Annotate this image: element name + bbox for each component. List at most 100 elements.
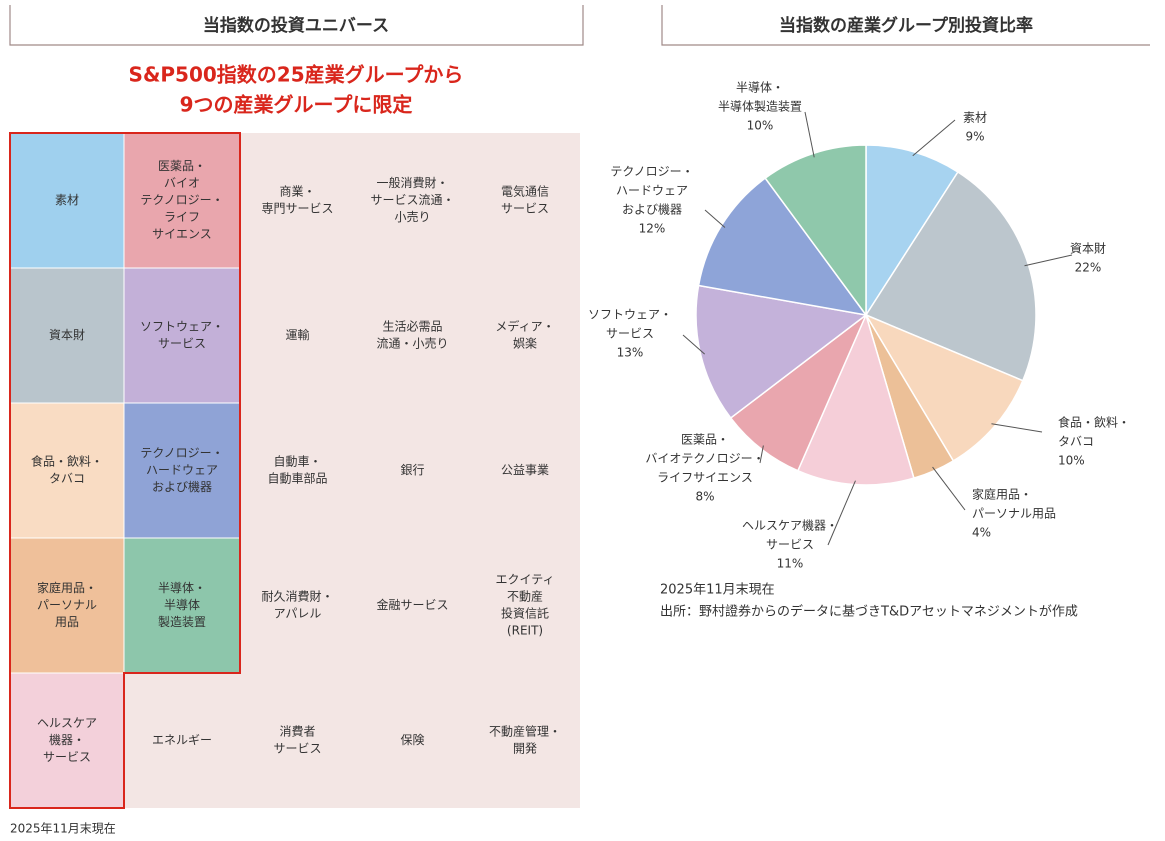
cell-text: 公益事業: [501, 463, 549, 477]
cell-text: 流通・小売り: [376, 336, 448, 351]
pie-slice: [865, 144, 959, 318]
cell-text: バイオ: [164, 176, 200, 190]
cell-text: 商業・: [279, 184, 315, 199]
pie-slice: [864, 313, 1024, 462]
slice-label: パーソナル用品: [972, 507, 1056, 521]
slice-value: 22%: [1075, 261, 1102, 275]
leader-line: [1024, 254, 1073, 267]
slice-label: 半導体製造装置: [718, 100, 802, 114]
cell: [9, 672, 125, 809]
note: 出所：野村證券からのデータに基づきT&Dアセットマネジメントが作成: [660, 604, 1078, 620]
cell-text: 耐久消費財・: [261, 589, 333, 604]
cell-text: エクイティ: [495, 573, 554, 587]
slice-label: ヘルスケア機器・: [742, 518, 838, 533]
leader-line: [682, 334, 706, 355]
slice-label: ライフサイエンス: [657, 471, 753, 485]
cell: [123, 267, 241, 404]
cell-text: サービス流通・: [370, 193, 454, 207]
cell-text: 資本財: [49, 327, 85, 342]
cell: [123, 402, 241, 539]
cell-text: (REIT): [507, 624, 543, 638]
pie-slice: [695, 284, 868, 420]
leader-line: [932, 466, 966, 511]
cell-text: 専門サービス: [261, 202, 333, 216]
slice-value: 12%: [639, 222, 666, 236]
cell-text: テクノロジー・: [140, 193, 223, 207]
slice-label: 家庭用品・: [972, 487, 1032, 502]
cell-text: 機器・: [49, 732, 85, 747]
leader-line: [827, 480, 856, 546]
cell-text: 娯楽: [513, 337, 537, 351]
leader-line: [804, 111, 815, 158]
cell-text: メディア・: [495, 319, 554, 334]
cell-text: 小売り: [394, 209, 430, 224]
cell-text: 保険: [400, 733, 424, 747]
cell-text: 医薬品・: [158, 159, 206, 173]
cell-text: 食品・飲料・: [31, 454, 103, 469]
cell-text: 開発: [513, 742, 537, 756]
cell: [9, 402, 125, 539]
cell-text: 製造装置: [158, 615, 206, 629]
cell-text: サービス: [273, 742, 321, 756]
pie-slice: [796, 312, 915, 486]
cell-text: 不動産管理・: [489, 724, 561, 739]
cell-text: タバコ: [49, 472, 85, 486]
slice-label: 医薬品・: [681, 433, 729, 447]
slice-label: および機器: [622, 202, 682, 217]
cell-text: 半導体・: [158, 581, 206, 595]
cell-text: 一般消費財・: [376, 175, 448, 190]
cell-text: ソフトウェア・: [140, 320, 224, 334]
note: 2025年11月末現在: [660, 583, 775, 598]
cell-text: 家庭用品・: [37, 580, 97, 595]
cell-text: サービス: [501, 202, 549, 216]
cell: [9, 132, 125, 269]
slice-label: 半導体・: [736, 81, 784, 95]
slice-label: サービス: [606, 327, 654, 341]
header-frame: [9, 5, 584, 46]
cell-text: 半導体: [164, 598, 200, 612]
cell-text: 用品: [55, 615, 79, 629]
cell-text: ハードウェア: [146, 463, 218, 477]
cell-text: 電気通信: [501, 184, 549, 199]
slice-label: ソフトウェア・: [588, 308, 672, 322]
cell-text: 不動産: [507, 589, 543, 604]
slice-label: 食品・飲料・: [1058, 415, 1130, 430]
slice-value: 10%: [747, 119, 774, 133]
leader-line: [759, 445, 764, 464]
cell-text: 運輸: [285, 327, 309, 342]
cell: [9, 537, 125, 674]
cell-text: サービス: [158, 337, 206, 351]
cell-text: テクノロジー・: [140, 446, 223, 460]
cell-text: サービス: [43, 750, 91, 764]
leader-line: [912, 119, 956, 157]
cell-text: 生活必需品: [382, 320, 442, 334]
cell-text: 消費者: [279, 724, 315, 739]
subtitle: S&P500指数の25産業グループから: [129, 63, 464, 87]
header-frame: [661, 5, 1150, 46]
slice-value: 10%: [1058, 454, 1085, 468]
slice-label: ハードウェア: [616, 184, 688, 198]
cell-text: 自動車部品: [267, 471, 327, 486]
selection-outline: [9, 132, 241, 809]
section-title: 当指数の投資ユニバース: [203, 15, 389, 36]
cell-text: 素材: [55, 193, 79, 207]
cell-text: 銀行: [400, 463, 424, 477]
slice-value: 11%: [777, 557, 804, 571]
slice-label: 素材: [963, 111, 987, 125]
slice-value: 8%: [695, 490, 714, 504]
chart-title: 当指数の産業グループ別投資比率: [779, 15, 1033, 36]
cell-text: サイエンス: [152, 227, 212, 241]
cell-text: アパレル: [274, 607, 322, 621]
subtitle: 9つの産業グループに限定: [180, 93, 413, 117]
cell-text: パーソナル: [37, 598, 97, 612]
leader-line: [704, 209, 726, 228]
cell-text: 金融サービス: [376, 597, 448, 612]
slice-value: 9%: [965, 130, 984, 144]
slice-label: テクノロジー・: [610, 165, 693, 179]
slice-value: 4%: [972, 526, 991, 540]
slice-value: 13%: [617, 346, 644, 360]
pie-slice: [697, 177, 868, 317]
cell-text: ヘルスケア: [37, 716, 97, 730]
slice-label: バイオテクノロジー・: [645, 452, 764, 466]
